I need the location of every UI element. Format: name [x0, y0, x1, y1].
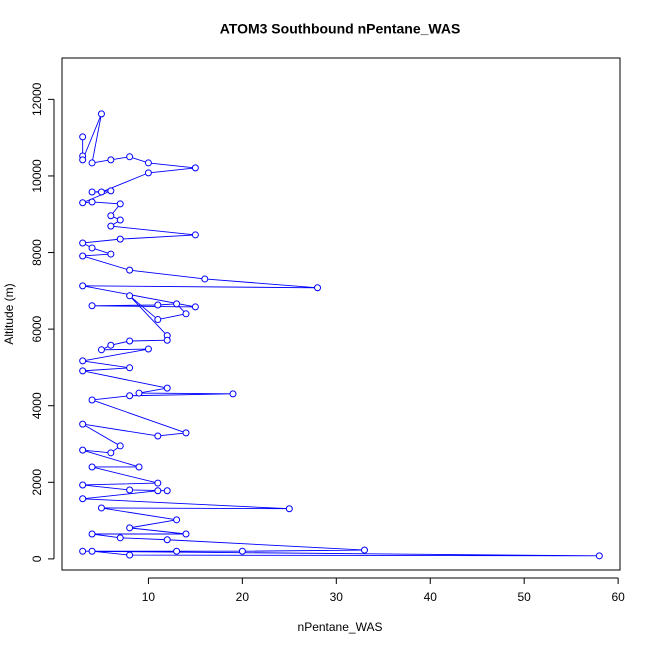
data-point: [360, 546, 368, 554]
data-point: [79, 357, 87, 365]
x-tick-label: 40: [424, 590, 438, 604]
data-point: [107, 449, 115, 457]
data-point: [79, 199, 87, 207]
data-point: [182, 429, 190, 437]
data-point: [107, 187, 115, 195]
y-tick-label: 4000: [30, 392, 44, 419]
data-point: [107, 156, 115, 164]
y-tick-label: 8000: [30, 239, 44, 266]
data-point: [88, 302, 96, 310]
data-point: [97, 188, 105, 196]
y-tick-label: 6000: [30, 315, 44, 342]
data-point: [144, 345, 152, 353]
data-point: [79, 367, 87, 375]
y-tick-label: 12000: [30, 82, 44, 116]
data-point: [88, 463, 96, 471]
data-point: [229, 390, 237, 398]
data-point: [135, 389, 143, 397]
data-point: [595, 552, 603, 560]
data-point: [79, 420, 87, 428]
data-point: [88, 188, 96, 196]
data-point: [154, 316, 162, 324]
data-point: [116, 200, 124, 208]
plot-frame: [61, 57, 621, 571]
data-point: [126, 266, 134, 274]
data-point: [201, 275, 209, 283]
data-point: [126, 153, 134, 161]
data-point: [79, 282, 87, 290]
data-point: [191, 231, 199, 239]
y-tick-label: 10000: [30, 159, 44, 193]
data-point: [126, 486, 134, 494]
data-point: [79, 446, 87, 454]
data-point: [182, 530, 190, 538]
data-point: [163, 536, 171, 544]
data-point: [88, 198, 96, 206]
data-point: [144, 159, 152, 167]
data-point: [79, 495, 87, 503]
data-point: [107, 212, 115, 220]
data-point: [88, 159, 96, 167]
x-tick-label: 60: [611, 590, 625, 604]
data-point: [79, 252, 87, 260]
x-tick-label: 30: [330, 590, 344, 604]
data-point: [163, 384, 171, 392]
data-point: [126, 551, 134, 559]
data-point: [97, 504, 105, 512]
data-point: [173, 300, 181, 308]
data-point: [88, 396, 96, 404]
data-point: [79, 239, 87, 247]
data-point: [79, 481, 87, 489]
data-point: [154, 432, 162, 440]
data-point: [154, 487, 162, 495]
chart-title: ATOM3 Southbound nPentane_WAS: [220, 21, 461, 37]
data-point: [116, 235, 124, 243]
x-tick-label: 50: [518, 590, 532, 604]
data-point: [163, 487, 171, 495]
data-point: [173, 547, 181, 555]
data-point: [79, 133, 87, 141]
data-point: [182, 310, 190, 318]
x-axis-label: nPentane_WAS: [298, 620, 383, 634]
data-point: [79, 547, 87, 555]
data-point: [285, 505, 293, 513]
data-point: [154, 479, 162, 487]
data-point: [314, 284, 322, 292]
y-axis-label: Altitude (m): [2, 283, 16, 344]
data-point: [107, 222, 115, 230]
y-tick-label: 0: [30, 555, 44, 562]
data-point: [126, 292, 134, 300]
data-point: [116, 534, 124, 542]
data-point: [116, 442, 124, 450]
data-point: [97, 110, 105, 118]
data-point: [154, 301, 162, 309]
data-point: [173, 516, 181, 524]
data-point: [238, 547, 246, 555]
data-point: [144, 169, 152, 177]
data-point: [88, 244, 96, 252]
data-point: [79, 156, 87, 164]
data-point: [126, 392, 134, 400]
data-point: [191, 164, 199, 172]
data-point: [126, 364, 134, 372]
data-point: [107, 341, 115, 349]
data-point: [88, 547, 96, 555]
x-tick-label: 20: [236, 590, 250, 604]
data-point: [126, 337, 134, 345]
y-tick-label: 2000: [30, 469, 44, 496]
data-point: [191, 303, 199, 311]
x-tick-label: 10: [142, 590, 156, 604]
data-point: [126, 524, 134, 532]
data-point: [97, 346, 105, 354]
data-point: [107, 250, 115, 258]
data-point: [116, 216, 124, 224]
data-point: [135, 463, 143, 471]
data-point: [163, 336, 171, 344]
data-point: [88, 530, 96, 538]
